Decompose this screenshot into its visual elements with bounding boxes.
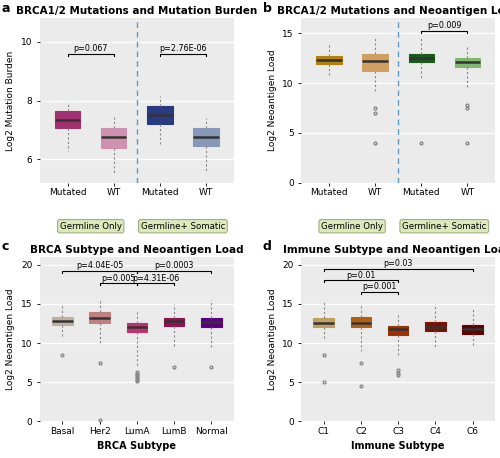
PathPatch shape (388, 326, 408, 335)
Title: BRCA1/2 Mutations and Mutation Burden: BRCA1/2 Mutations and Mutation Burden (16, 6, 258, 16)
Text: Germline+ Somatic: Germline+ Somatic (402, 222, 486, 231)
Text: c: c (2, 240, 8, 253)
Y-axis label: Log2 Neoantigen Load: Log2 Neoantigen Load (6, 288, 16, 390)
Text: p=4.31E-06: p=4.31E-06 (132, 274, 179, 283)
PathPatch shape (90, 312, 110, 323)
PathPatch shape (425, 322, 446, 331)
Text: p=0.005: p=0.005 (101, 274, 136, 283)
PathPatch shape (101, 129, 126, 147)
PathPatch shape (362, 54, 388, 71)
Text: p=2.76E-06: p=2.76E-06 (159, 44, 206, 53)
Title: Immune Subtype and Neoantigen Load: Immune Subtype and Neoantigen Load (284, 245, 500, 255)
Text: p=4.04E-05: p=4.04E-05 (76, 261, 124, 270)
X-axis label: Immune Subtype: Immune Subtype (352, 442, 445, 452)
PathPatch shape (55, 111, 80, 129)
PathPatch shape (314, 318, 334, 327)
PathPatch shape (316, 56, 342, 64)
Text: p=0.01: p=0.01 (346, 271, 376, 279)
Text: d: d (262, 240, 272, 253)
Text: p=0.067: p=0.067 (74, 44, 108, 53)
PathPatch shape (201, 318, 222, 327)
Text: a: a (2, 2, 10, 15)
PathPatch shape (462, 325, 483, 333)
PathPatch shape (408, 54, 434, 62)
Title: BRCA1/2 Mutations and Neoantigen Load: BRCA1/2 Mutations and Neoantigen Load (277, 6, 500, 16)
Y-axis label: Log2 Neoantigen Load: Log2 Neoantigen Load (268, 50, 276, 152)
PathPatch shape (147, 106, 172, 124)
PathPatch shape (194, 129, 218, 146)
PathPatch shape (52, 317, 72, 325)
Y-axis label: Log2 Neoantigen Load: Log2 Neoantigen Load (268, 288, 276, 390)
Text: Germline Only: Germline Only (60, 222, 122, 231)
PathPatch shape (350, 317, 371, 327)
Text: p=0.03: p=0.03 (384, 259, 413, 268)
Y-axis label: Log2 Mutation Burden: Log2 Mutation Burden (6, 50, 16, 151)
Text: p=0.0003: p=0.0003 (154, 261, 194, 270)
PathPatch shape (164, 318, 184, 326)
X-axis label: BRCA Subtype: BRCA Subtype (98, 442, 176, 452)
PathPatch shape (126, 323, 147, 332)
Text: Germline Only: Germline Only (321, 222, 383, 231)
Title: BRCA Subtype and Neoantigen Load: BRCA Subtype and Neoantigen Load (30, 245, 244, 255)
Text: Germline+ Somatic: Germline+ Somatic (140, 222, 225, 231)
Text: p=0.001: p=0.001 (362, 282, 397, 291)
PathPatch shape (454, 58, 480, 67)
Text: b: b (262, 2, 272, 15)
Text: p=0.009: p=0.009 (427, 22, 462, 31)
